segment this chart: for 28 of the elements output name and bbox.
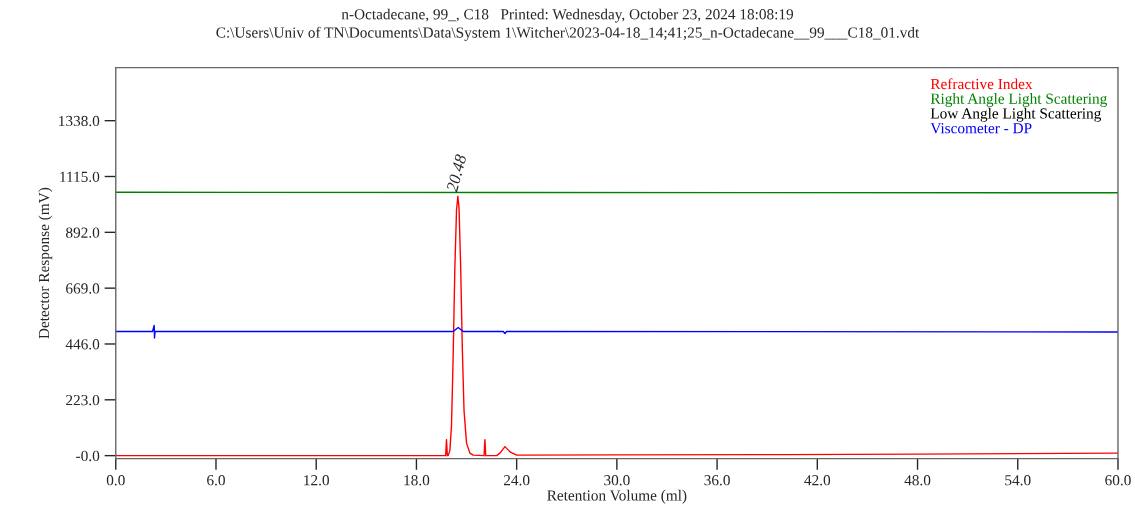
y-tick-label: 669.0 [66,283,100,294]
y-tick-label: 892.0 [66,227,100,238]
x-tick-label: 60.0 [1105,475,1131,486]
x-tick-label: 18.0 [404,475,430,486]
annotation: 20.48 [446,153,467,193]
x-tick-label: 12.0 [304,475,329,486]
y-tick-label: 1115.0 [60,171,100,183]
text: Refractive Index [930,78,1033,90]
y-axis-title: Detector Response (mV) [38,187,53,339]
x-tick-label: 30.0 [604,475,630,486]
y-tick-label: 446.0 [65,339,100,350]
chart-title: n-Octadecane, 99_, C18 Printed: Wednesday, October 23, 2024 18:08:19 [341,8,794,23]
y-tick-label: 223.0 [66,394,100,406]
x-tick-label: 24.0 [503,475,530,486]
legend-label: Low Angle Light Scattering [930,107,1102,122]
x-axis-title: Retention Volume (ml) [547,489,687,504]
text: Viscometer - DP [930,123,1032,134]
y-tick-label: -0.0 [76,450,100,462]
x-tick-label: 42.0 [804,475,831,486]
chart-subtitle: C:\Users\Univ of TN\Documents\Data\System 1\Witcher\2023-04-18_14;41;25_n-Octadecane__99___C18_01.vdt [216,26,920,41]
line-series [115,324,1118,339]
x-tick-label: 54.0 [1005,475,1031,486]
x-tick-label: 0.0 [106,475,125,486]
x-tick-label: 48.0 [904,475,931,486]
x-tick-label: 36.0 [704,475,730,486]
x-tick-label: 6.0 [207,475,225,486]
text: Right Angle Light Scattering [930,93,1107,107]
y-tick-label: 1338.0 [59,115,100,127]
